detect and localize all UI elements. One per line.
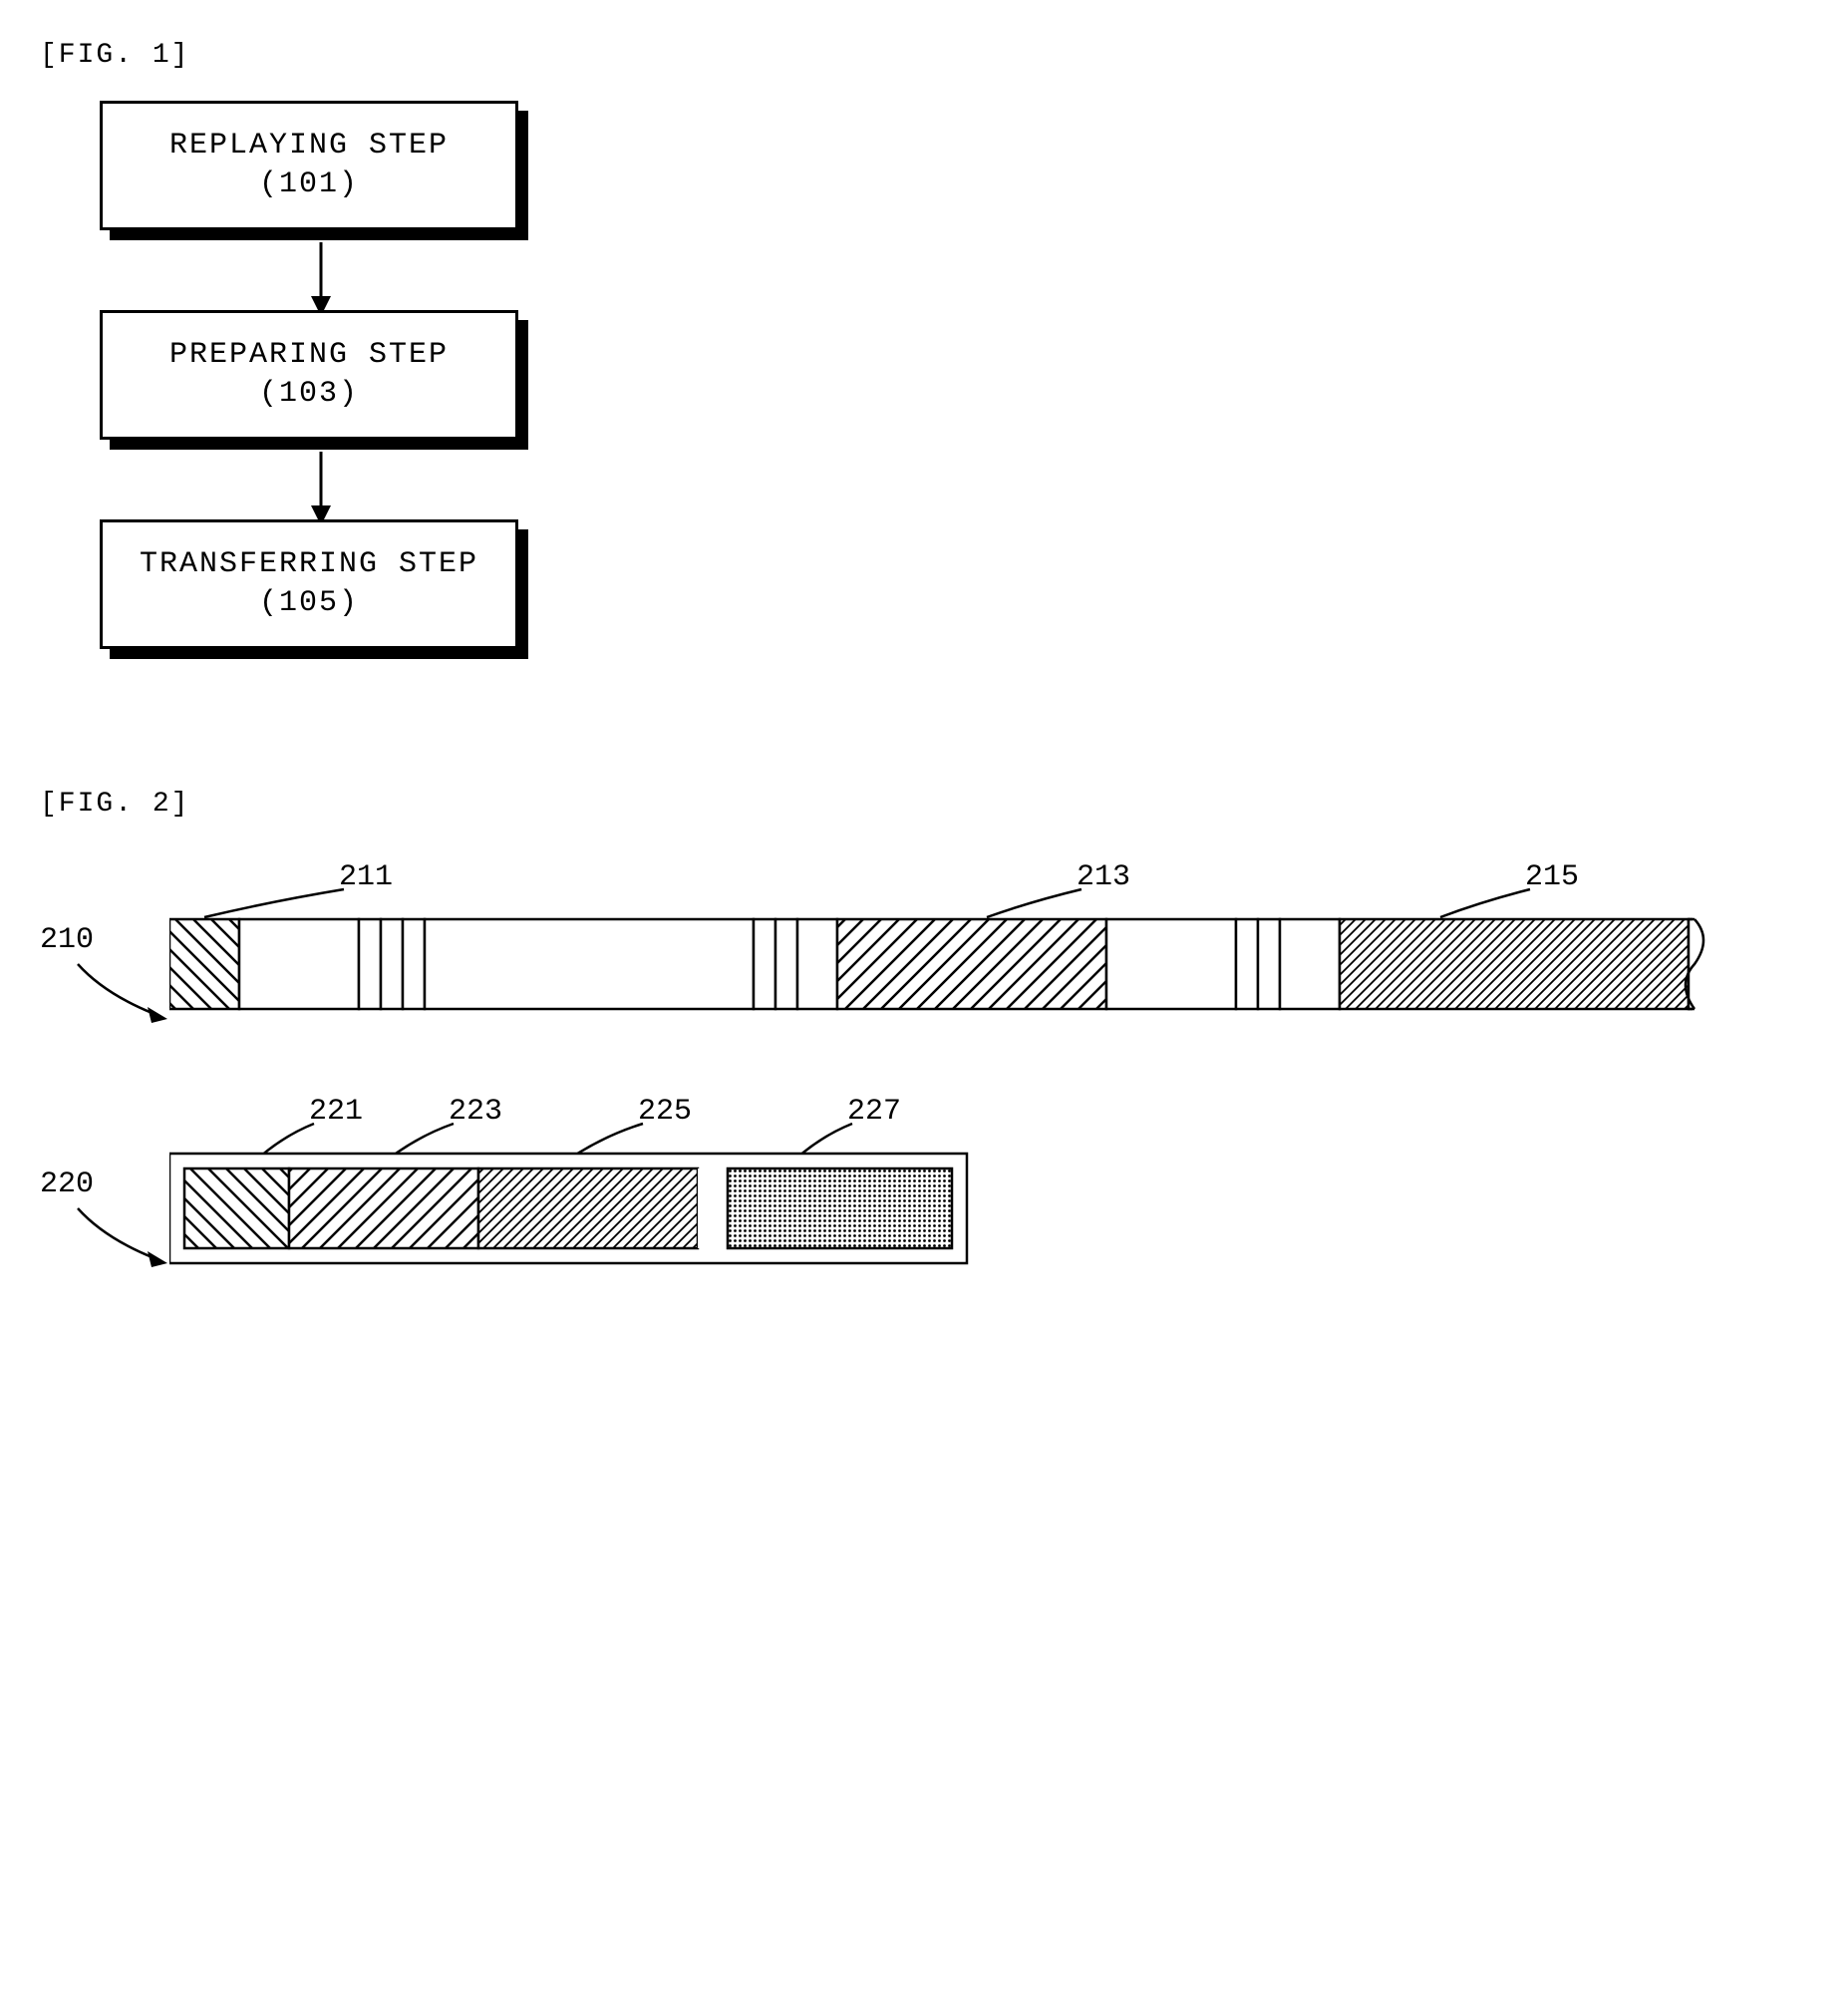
box-title: REPLAYING STEP <box>169 127 449 166</box>
arrow-icon <box>309 230 1808 310</box>
leader-label: 220 <box>40 1167 94 1201</box>
bar-segment <box>1258 919 1280 1009</box>
callout-label: 215 <box>1525 860 1579 894</box>
flowchart-box-105: TRANSFERRING STEP (105) <box>100 519 518 649</box>
fig2-diagram: 211 213 215 210 221 223 225 227 220 <box>40 859 1808 1288</box>
bar-segment <box>1280 919 1340 1009</box>
arrow-icon <box>309 440 1808 519</box>
bar-segment <box>1106 919 1236 1009</box>
fig1-label: [FIG. 1] <box>40 40 1808 71</box>
bar-segment <box>425 919 754 1009</box>
fig2-label: [FIG. 2] <box>40 789 1808 820</box>
bar-row-210: 211213215 210 <box>169 859 1808 1034</box>
callout-leader <box>204 889 344 917</box>
bar-segment <box>728 1168 952 1248</box>
leader-220: 220 <box>40 1164 179 1283</box>
flowchart-box-103: PREPARING STEP (103) <box>100 310 518 440</box>
box-ref: (101) <box>259 166 359 204</box>
leader-label: 210 <box>40 923 94 957</box>
box-title: TRANSFERRING STEP <box>140 545 478 584</box>
bar-segment <box>169 919 239 1009</box>
bar-row-220: 221223225227 220 <box>169 1094 1808 1288</box>
bar-segment <box>289 1168 478 1248</box>
callout-label: 225 <box>638 1095 692 1129</box>
bar-segment <box>797 919 837 1009</box>
bar-segment <box>754 919 775 1009</box>
bar-segment <box>381 919 403 1009</box>
callout-label: 213 <box>1077 860 1130 894</box>
callout-label: 223 <box>449 1095 502 1129</box>
flowchart-box-101: REPLAYING STEP (101) <box>100 101 518 230</box>
bar-segment <box>1236 919 1258 1009</box>
bar-segment <box>478 1168 698 1248</box>
bar-segment <box>239 919 359 1009</box>
box-ref: (105) <box>259 584 359 623</box>
callout-label: 211 <box>339 860 393 894</box>
bar-segment <box>184 1168 289 1248</box>
callout-leader <box>1440 889 1530 917</box>
callout-label: 221 <box>309 1095 363 1129</box>
callout-label: 227 <box>847 1095 901 1129</box>
box-ref: (103) <box>259 375 359 414</box>
fig1-flowchart: REPLAYING STEP (101) PREPARING STEP (103… <box>100 101 1808 649</box>
bar-segment <box>1340 919 1689 1009</box>
bar-segment <box>775 919 797 1009</box>
leader-210: 210 <box>40 919 179 1039</box>
callout-leader <box>987 889 1081 917</box>
bar-segment <box>403 919 425 1009</box>
bar-segment <box>837 919 1106 1009</box>
box-title: PREPARING STEP <box>169 336 449 375</box>
bar-segment <box>698 1168 728 1248</box>
bar-segment <box>359 919 381 1009</box>
